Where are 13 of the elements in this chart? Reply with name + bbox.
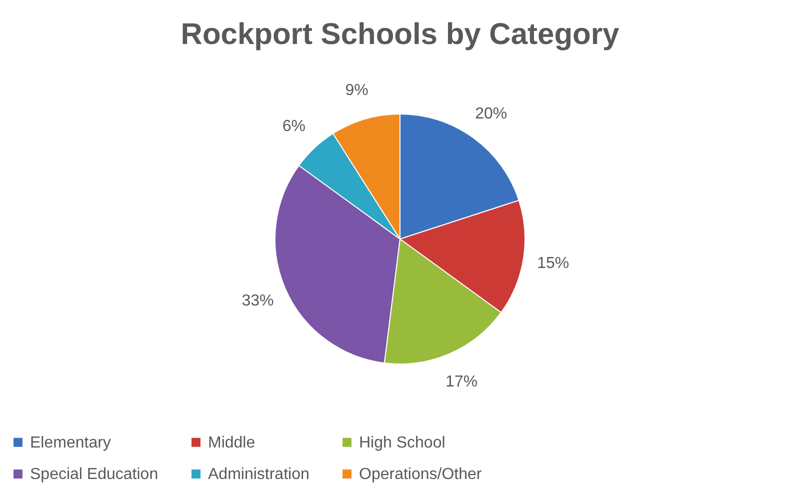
data-label: 20%: [475, 106, 508, 123]
legend-label: Elementary: [30, 434, 111, 452]
data-label: 17%: [446, 373, 478, 390]
legend-label: High School: [359, 434, 446, 452]
legend-label: Administration: [208, 466, 310, 483]
legend-label: Operations/Other: [359, 466, 482, 483]
data-label: 33%: [242, 292, 274, 310]
legend-label: Special Education: [30, 466, 158, 483]
data-label: 9%: [345, 82, 368, 100]
chart-title: Rockport Schools by Category: [180, 18, 620, 51]
legend-label: Middle: [208, 434, 256, 452]
data-label: 6%: [282, 118, 306, 136]
data-label: 15%: [537, 255, 570, 272]
